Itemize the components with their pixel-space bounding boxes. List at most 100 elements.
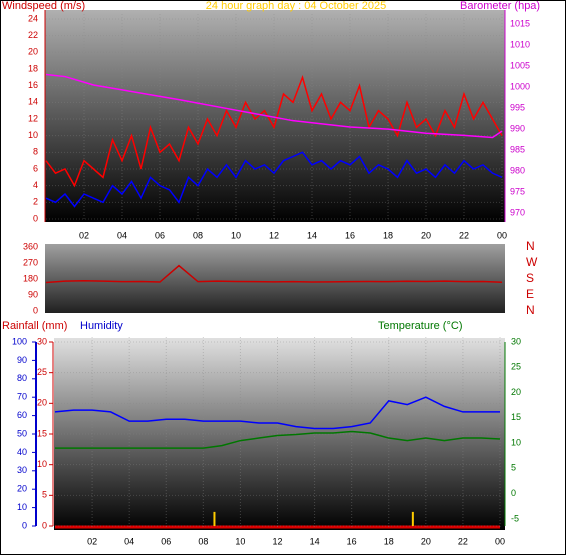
- y-tick-label: 20: [17, 484, 27, 494]
- y-tick-label: 990: [510, 123, 525, 133]
- y-tick-label: 50: [17, 428, 27, 438]
- y-tick-label: 12: [28, 113, 38, 123]
- x-tick-label: 18: [383, 230, 393, 240]
- legend-label: Temperature (°C): [378, 320, 462, 332]
- y-tick-label: N: [526, 303, 535, 317]
- y-tick-label: 6: [33, 163, 38, 173]
- y-tick-label: 20: [37, 398, 47, 408]
- x-tick-label: 00: [497, 230, 507, 240]
- y-tick-label: 0: [511, 488, 516, 498]
- series-line: [55, 430, 501, 449]
- y-tick-label: 25: [37, 367, 47, 377]
- x-tick-label: 06: [155, 230, 165, 240]
- y-tick-label: 10: [17, 502, 27, 512]
- y-tick-label: 16: [28, 80, 38, 90]
- x-tick-label: 14: [307, 230, 317, 240]
- x-tick-label: 20: [421, 230, 431, 240]
- x-tick-label: 14: [310, 536, 320, 546]
- bar: [213, 511, 216, 526]
- y-tick-label: 10: [28, 130, 38, 140]
- y-tick-label: 30: [511, 336, 521, 346]
- x-tick-label: 08: [198, 536, 208, 546]
- x-tick-label: 00: [495, 536, 505, 546]
- x-tick-label: 04: [117, 230, 127, 240]
- y-tick-label: 970: [510, 207, 525, 217]
- y-tick-label: 22: [28, 30, 38, 40]
- y-tick-label: 0: [33, 213, 38, 223]
- y-tick-label: 40: [17, 447, 27, 457]
- y-tick-label: 975: [510, 186, 525, 196]
- y-tick-label: 0: [42, 520, 47, 530]
- y-tick-label: S: [526, 271, 534, 285]
- y-tick-label: 180: [23, 273, 38, 283]
- x-tick-label: 22: [458, 536, 468, 546]
- y-tick-label: 15: [511, 412, 521, 422]
- y-tick-label: 5: [511, 463, 516, 473]
- chart-title: 24 hour graph day : 04 October 2025: [206, 0, 386, 12]
- y-tick-label: 30: [37, 336, 47, 346]
- y-tick-label: 80: [17, 373, 27, 383]
- x-tick-label: 22: [459, 230, 469, 240]
- y-tick-label: 70: [17, 392, 27, 402]
- y-tick-label: 985: [510, 144, 525, 154]
- y-tick-label: 1005: [510, 60, 530, 70]
- y-tick-label: N: [526, 239, 535, 253]
- x-tick-label: 04: [124, 536, 134, 546]
- series-line: [54, 396, 500, 430]
- y-tick-label: 995: [510, 102, 525, 112]
- legend-label: Rainfall (mm): [2, 320, 67, 332]
- y-tick-label: 5: [42, 490, 47, 500]
- y-tick-label: 90: [17, 355, 27, 365]
- x-tick-label: 06: [161, 536, 171, 546]
- x-tick-label: 12: [272, 536, 282, 546]
- series-line: [45, 151, 503, 208]
- y-tick-label: 1010: [510, 39, 530, 49]
- x-tick-label: 02: [79, 230, 89, 240]
- bar: [411, 511, 414, 526]
- y-tick-label: 0: [33, 305, 38, 315]
- y-tick-label: 20: [511, 387, 521, 397]
- y-tick-label: 60: [17, 410, 27, 420]
- y-tick-label: 90: [28, 289, 38, 299]
- series-line: [45, 73, 503, 139]
- y-tick-label: 14: [28, 97, 38, 107]
- legend-label: Humidity: [80, 320, 123, 332]
- series-line: [45, 264, 503, 284]
- y-tick-label: 25: [511, 362, 521, 372]
- y-tick-label: 980: [510, 165, 525, 175]
- x-tick-label: 16: [345, 230, 355, 240]
- axis-label: Barometer (hpa): [460, 0, 540, 12]
- y-tick-label: 18: [28, 63, 38, 73]
- plot-bg: [45, 10, 505, 222]
- plot-bg: [45, 244, 505, 313]
- y-tick-label: 360: [23, 241, 38, 251]
- x-tick-label: 10: [231, 230, 241, 240]
- y-tick-label: 0: [22, 520, 27, 530]
- y-tick-label: 100: [12, 336, 27, 346]
- y-tick-label: 1000: [510, 81, 530, 91]
- x-tick-label: 08: [193, 230, 203, 240]
- x-tick-label: 16: [347, 536, 357, 546]
- y-tick-label: 24: [28, 13, 38, 23]
- y-tick-label: 1015: [510, 18, 530, 28]
- x-tick-label: 12: [269, 230, 279, 240]
- x-tick-label: 10: [235, 536, 245, 546]
- y-tick-label: 8: [33, 147, 38, 157]
- y-tick-label: E: [526, 287, 534, 301]
- y-tick-label: 10: [511, 437, 521, 447]
- y-tick-label: 30: [17, 465, 27, 475]
- y-tick-label: 10: [37, 459, 47, 469]
- x-tick-label: 20: [421, 536, 431, 546]
- x-tick-label: 18: [384, 536, 394, 546]
- y-tick-label: 270: [23, 257, 38, 267]
- y-tick-label: 2: [33, 197, 38, 207]
- series-line: [45, 74, 503, 188]
- y-tick-label: W: [526, 255, 538, 269]
- x-tick-label: 02: [87, 536, 97, 546]
- plot-bg: [54, 338, 505, 530]
- y-tick-label: 4: [33, 180, 38, 190]
- y-tick-label: 20: [28, 47, 38, 57]
- y-tick-label: -5: [511, 513, 519, 523]
- axis-label: Windspeed (m/s): [2, 0, 85, 12]
